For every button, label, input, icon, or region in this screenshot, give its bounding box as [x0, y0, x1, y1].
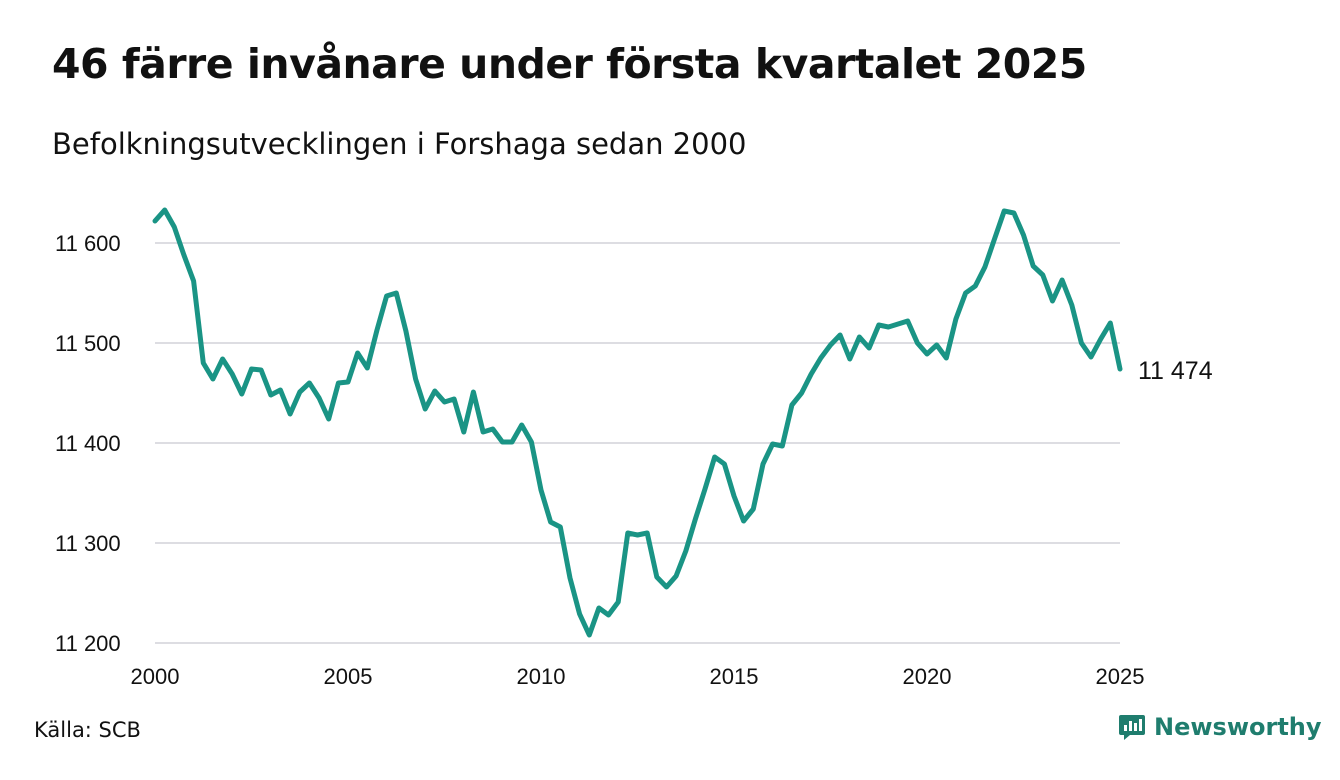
- x-tick-label: 2025: [1096, 664, 1145, 689]
- source-note: Källa: SCB: [34, 718, 141, 742]
- chart-title: 46 färre invånare under första kvartalet…: [52, 40, 1087, 88]
- y-tick-label: 11 200: [55, 631, 121, 656]
- series-group: [152, 207, 1123, 638]
- y-tick-label: 11 400: [55, 431, 121, 456]
- y-tick-label: 11 600: [55, 231, 121, 256]
- end-value-label: 11 474: [1138, 357, 1213, 385]
- chart-subtitle: Befolkningsutvecklingen i Forshaga sedan…: [52, 127, 747, 161]
- brand-name: Newsworthy: [1154, 713, 1322, 741]
- x-tick-label: 2000: [131, 664, 180, 689]
- y-axis-labels: 11 200 11 300 11 400 11 500 11 600: [55, 231, 121, 656]
- y-tick-label: 11 500: [55, 331, 121, 356]
- gridlines: [155, 242, 1120, 644]
- x-tick-label: 2020: [903, 664, 952, 689]
- y-tick-label: 11 300: [55, 531, 121, 556]
- newsworthy-logo-icon: [1119, 715, 1145, 740]
- x-tick-label: 2005: [324, 664, 373, 689]
- x-axis-labels: 2000 2005 2010 2015 2020 2025: [131, 664, 1145, 689]
- x-tick-label: 2015: [710, 664, 759, 689]
- series-line: [152, 207, 1123, 638]
- x-tick-label: 2010: [517, 664, 566, 689]
- brand[interactable]: Newsworthy: [1118, 713, 1322, 741]
